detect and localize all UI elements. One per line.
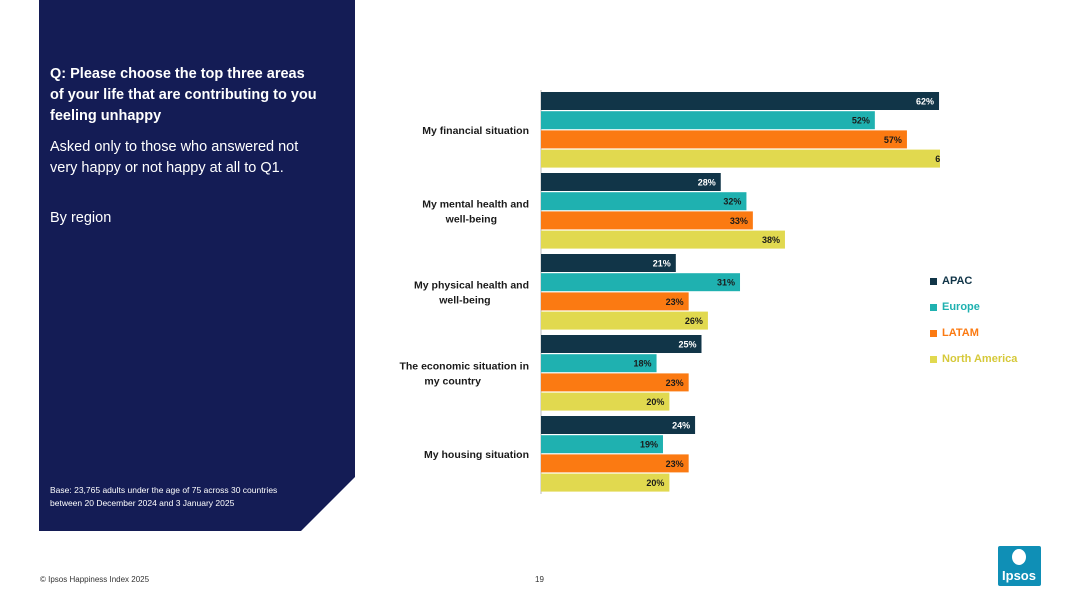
- bar-north-america-my-financial-situation: [541, 149, 940, 168]
- logo-text: Ipsos: [1002, 568, 1036, 583]
- bar-value-label: 23%: [666, 378, 684, 388]
- bar-europe-my-housing-situation: [541, 435, 663, 454]
- legend-label: APAC: [942, 275, 973, 287]
- bar-apac-the-economic-situation-in-my-country: [541, 335, 702, 353]
- bar-chart: My financial situation 62% 52% 57% 65% My men…: [399, 90, 940, 494]
- bar-value-label: 26%: [685, 316, 703, 326]
- bar-apac-my-financial-situation: [541, 92, 940, 110]
- bar-europe-the-economic-situation-in-my-country: [541, 354, 657, 373]
- bar-europe-my-physical-health-and-well-being: [541, 273, 741, 292]
- bar-apac-my-physical-health-and-well-being: [541, 254, 676, 272]
- bar-north-america-my-housing-situation: [541, 473, 670, 492]
- chart-legend: APAC Europe LATAM North America: [930, 268, 1017, 372]
- category-label: My housing situation: [424, 449, 529, 461]
- bar-europe-my-mental-health-and-well-being: [541, 192, 747, 211]
- category-label: My physical health and well-being: [414, 279, 529, 306]
- category-label: My financial situation: [422, 125, 529, 137]
- legend-swatch: [930, 303, 937, 311]
- by-region-label: By region: [50, 210, 112, 226]
- bar-value-label: 28%: [698, 178, 716, 188]
- bar-latam-my-physical-health-and-well-being: [541, 292, 689, 311]
- bar-value-label: 32%: [723, 197, 741, 207]
- category-label: The economic situation in my country: [399, 360, 529, 387]
- legend-swatch: [930, 277, 937, 285]
- bar-apac-my-housing-situation: [541, 416, 696, 434]
- ipsos-logo: Ipsos: [998, 546, 1041, 586]
- footer-copyright: © Ipsos Happiness Index 2025: [40, 575, 150, 584]
- legend-item-apac: APAC: [930, 268, 1017, 294]
- bar-value-label: 19%: [640, 440, 658, 450]
- bar-value-label: 38%: [762, 235, 780, 245]
- bar-north-america-the-economic-situation-in-my-country: [541, 392, 670, 411]
- legend-item-latam: LATAM: [930, 320, 1017, 346]
- legend-swatch: [930, 329, 937, 337]
- bar-value-label: 65%: [935, 154, 940, 164]
- question-note: Asked only to those who answered not ver…: [50, 139, 299, 176]
- page-number: 19: [535, 575, 544, 584]
- panel-background: [39, 0, 355, 531]
- bar-value-label: 52%: [852, 116, 870, 126]
- bar-apac-my-mental-health-and-well-being: [541, 173, 721, 191]
- bar-value-label: 20%: [646, 397, 664, 407]
- bar-value-label: 23%: [666, 297, 684, 307]
- legend-label: LATAM: [942, 327, 979, 339]
- bar-value-label: 21%: [653, 259, 671, 269]
- bar-north-america-my-mental-health-and-well-being: [541, 230, 785, 249]
- bar-latam-my-mental-health-and-well-being: [541, 211, 753, 230]
- legend-label: Europe: [942, 301, 980, 313]
- bar-latam-my-financial-situation: [541, 130, 907, 149]
- bar-value-label: 18%: [634, 359, 652, 369]
- bar-value-label: 31%: [717, 278, 735, 288]
- bar-value-label: 25%: [678, 340, 696, 350]
- bar-value-label: 23%: [666, 459, 684, 469]
- legend-item-europe: Europe: [930, 294, 1017, 320]
- question-panel: Q: Please choose the top three areas of …: [39, 0, 355, 531]
- base-note: Base: 23,765 adults under the age of 75 …: [50, 485, 278, 508]
- bar-europe-my-financial-situation: [541, 111, 875, 130]
- bar-value-label: 33%: [730, 216, 748, 226]
- bar-value-label: 20%: [646, 478, 664, 488]
- legend-label: North America: [942, 353, 1018, 365]
- category-label: My mental health and well-being: [422, 198, 529, 225]
- bar-value-label: 62%: [916, 97, 934, 107]
- legend-item-north-america: North America: [930, 346, 1017, 372]
- bar-north-america-my-physical-health-and-well-being: [541, 311, 708, 330]
- question-text: Q: Please choose the top three areas of …: [50, 66, 317, 124]
- bar-value-label: 57%: [884, 135, 902, 145]
- bar-latam-the-economic-situation-in-my-country: [541, 373, 689, 392]
- bar-value-label: 24%: [672, 421, 690, 431]
- legend-swatch: [930, 355, 937, 363]
- bar-latam-my-housing-situation: [541, 454, 689, 473]
